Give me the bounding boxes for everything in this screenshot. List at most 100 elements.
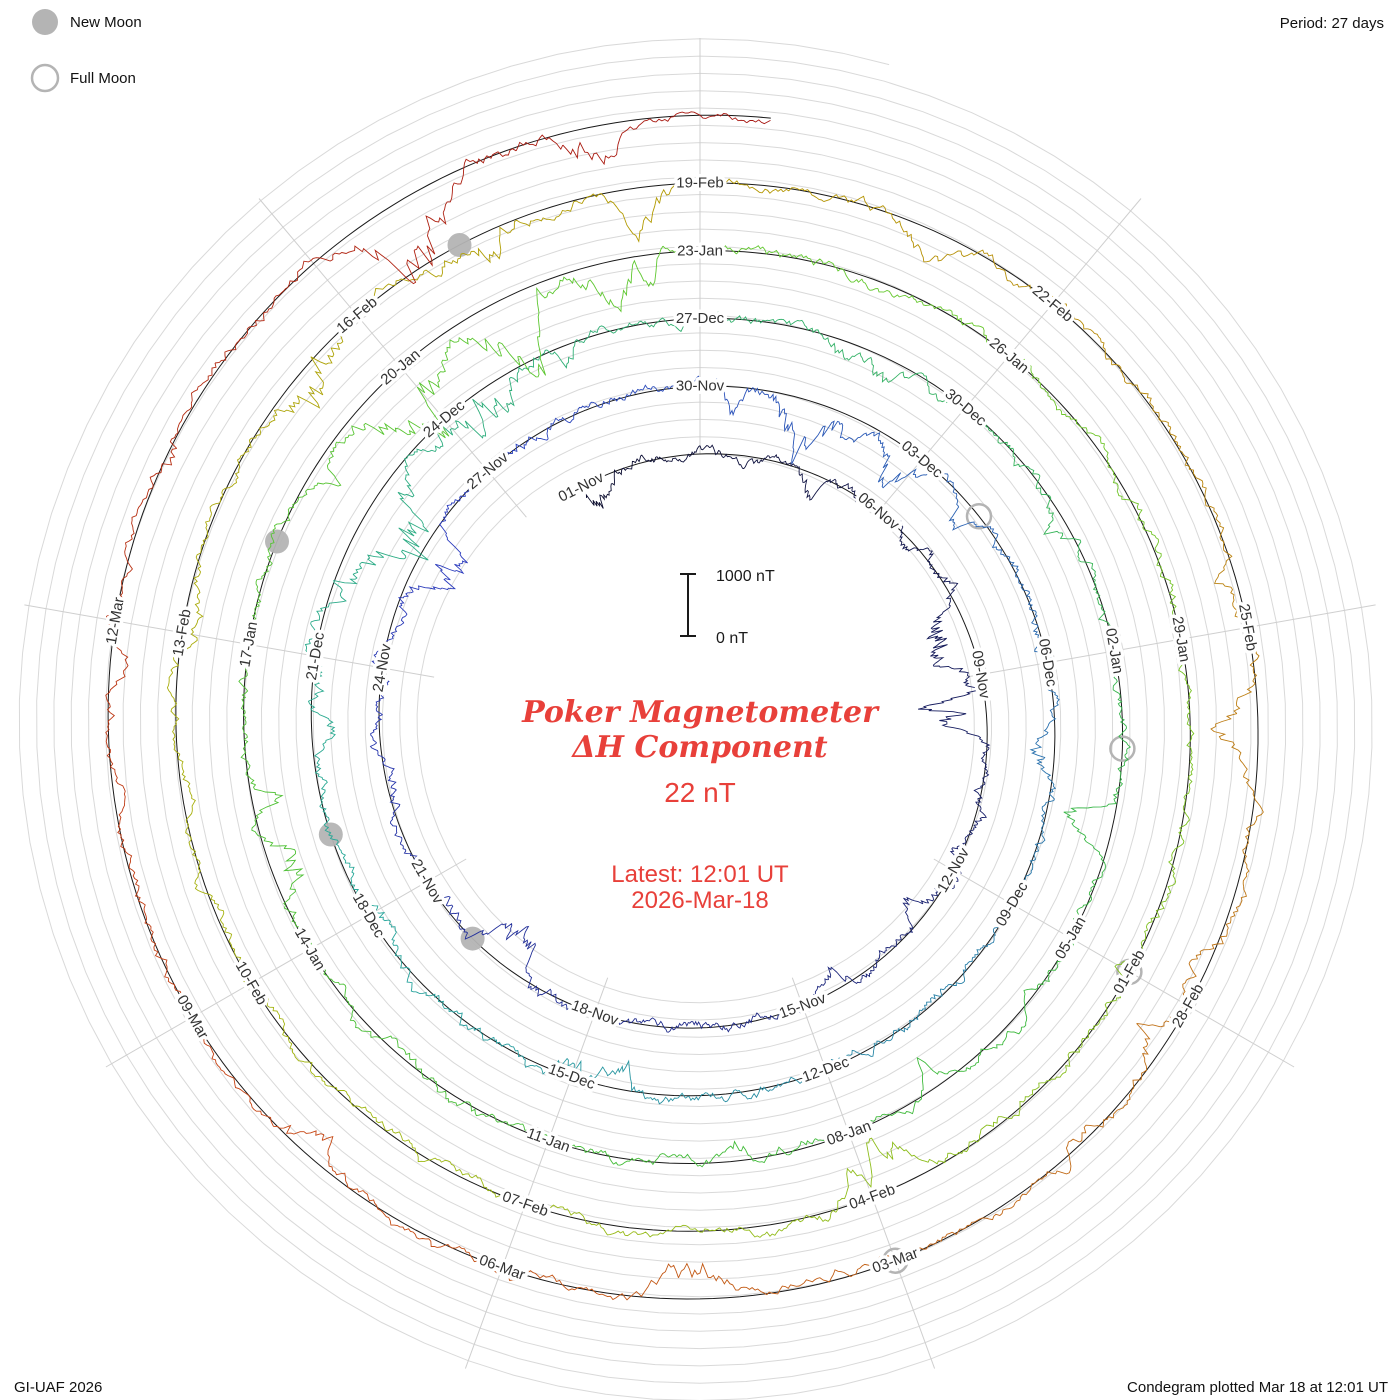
trace-segment [817, 420, 844, 439]
trace-segment [390, 815, 403, 840]
grid-spoke [24, 604, 435, 678]
trace-segment [688, 1020, 713, 1030]
trace-segment [1082, 877, 1100, 908]
trace-segment [816, 478, 845, 493]
date-tick-label: 09-Mar [173, 992, 211, 1042]
trace-segment [398, 508, 429, 548]
trace-segment [251, 820, 288, 849]
grid-spoke [965, 604, 1376, 678]
trace-segment [1063, 807, 1088, 840]
trace-segment [332, 425, 364, 452]
trace-segment [982, 327, 1011, 355]
moon-legend: New Moon Full Moon [30, 9, 142, 93]
trace-segment [378, 667, 390, 694]
trace-segment [980, 740, 991, 764]
trace-segment [397, 466, 415, 509]
trace-segment [167, 977, 193, 1018]
trace-segment [1230, 586, 1248, 628]
trace-segment [664, 1021, 689, 1033]
trace-segment [304, 623, 316, 656]
trace-segment [588, 1288, 634, 1301]
trace-segment [1059, 533, 1082, 561]
trace-segment [443, 1006, 467, 1027]
full-moon-legend-swatch [30, 63, 60, 93]
trace-segment [617, 1018, 642, 1026]
trace-segment [597, 278, 632, 313]
trace-segment [310, 601, 343, 624]
chart-title: Poker Magnetometer [521, 695, 880, 730]
trace-segment [506, 366, 523, 407]
trace-segment [939, 718, 983, 741]
latest-time: Latest: 12:01 UT [611, 861, 789, 888]
trace-segment [352, 554, 384, 575]
trace-segment [1010, 353, 1040, 379]
trace-segment [949, 846, 962, 874]
trace-segment [932, 589, 955, 623]
trace-segment [499, 1270, 547, 1282]
trace-segment [699, 378, 726, 401]
trace-segment [1005, 879, 1026, 902]
trace-segment [873, 432, 891, 469]
date-tick-label: 10-Feb [232, 958, 270, 1008]
trace-segment [404, 448, 432, 467]
trace-segment [1161, 865, 1177, 903]
trace-segment [507, 439, 529, 456]
trace-segment [647, 385, 674, 392]
date-tick-label: 17-Jan [236, 620, 261, 668]
trace-segment [629, 1078, 657, 1101]
trace-segment [603, 1059, 631, 1079]
trace-segment [413, 212, 447, 267]
trace-segment [1144, 902, 1165, 938]
trace-segment [1046, 661, 1055, 691]
trace-segment [573, 401, 599, 415]
trace-segment [844, 272, 878, 291]
date-tick-label: 11-Jan [524, 1125, 572, 1156]
trace-segment [178, 754, 192, 794]
trace-segment [425, 880, 449, 899]
trace-segment [1028, 968, 1057, 990]
trace-segment [783, 460, 803, 477]
trace-segment [823, 194, 868, 205]
trace-segment [730, 315, 764, 325]
trace-segment [435, 563, 457, 591]
date-tick-label: 21-Nov [408, 856, 447, 907]
trace-segment [897, 520, 906, 546]
trace-segment [451, 1101, 485, 1117]
trace-segment [1034, 636, 1052, 663]
trace-segment [313, 745, 325, 777]
trace-segment [449, 488, 470, 506]
trace-segment [699, 245, 737, 255]
trace-segment [454, 1167, 489, 1191]
trace-segment [1238, 755, 1256, 800]
trace-segment [1112, 683, 1123, 717]
latest-date: 2026-Mar-18 [631, 887, 768, 914]
trace-segment [848, 1116, 879, 1137]
trace-segment [804, 985, 820, 1014]
trace-segment [932, 663, 970, 677]
trace-segment [966, 1047, 994, 1070]
trace-segment [648, 1153, 684, 1166]
trace-segment [1159, 566, 1177, 604]
date-tick-label: 29-Jan [1169, 615, 1194, 663]
trace-segment [801, 473, 817, 501]
trace-segment [683, 1153, 718, 1168]
trace-segment [1043, 504, 1063, 535]
date-tick-label: 14-Jan [291, 925, 329, 973]
new-moon-legend-label: New Moon [70, 14, 142, 31]
trace-segment [248, 984, 279, 1014]
trace-segment [935, 393, 964, 411]
trace-segment [545, 1274, 590, 1291]
trace-segment [1136, 1002, 1186, 1028]
trace-segment [375, 538, 429, 561]
trace-segment [848, 352, 878, 376]
trace-segment [1233, 670, 1258, 714]
trace-segment [756, 1012, 783, 1020]
trace-segment [783, 1138, 816, 1156]
trace-segment [417, 362, 446, 395]
trace-segment [895, 921, 914, 941]
trace-segment [1021, 988, 1029, 1028]
trace-segment [493, 1037, 519, 1054]
trace-segment [231, 947, 250, 985]
trace-segment [310, 245, 363, 262]
trace-segment [242, 714, 249, 751]
